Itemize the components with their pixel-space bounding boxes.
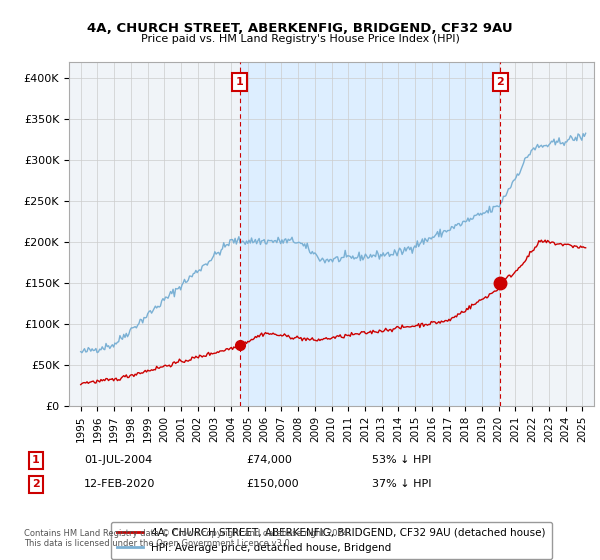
Text: 1: 1 (32, 455, 40, 465)
Text: 4A, CHURCH STREET, ABERKENFIG, BRIDGEND, CF32 9AU: 4A, CHURCH STREET, ABERKENFIG, BRIDGEND,… (87, 22, 513, 35)
Text: Price paid vs. HM Land Registry's House Price Index (HPI): Price paid vs. HM Land Registry's House … (140, 34, 460, 44)
Text: Contains HM Land Registry data © Crown copyright and database right 2024.: Contains HM Land Registry data © Crown c… (24, 529, 350, 538)
Text: £74,000: £74,000 (246, 455, 292, 465)
Text: 2: 2 (496, 77, 504, 87)
Text: 37% ↓ HPI: 37% ↓ HPI (372, 479, 431, 489)
Text: 53% ↓ HPI: 53% ↓ HPI (372, 455, 431, 465)
Text: 1: 1 (236, 77, 244, 87)
Legend: 4A, CHURCH STREET, ABERKENFIG, BRIDGEND, CF32 9AU (detached house), HPI: Average: 4A, CHURCH STREET, ABERKENFIG, BRIDGEND,… (111, 521, 552, 559)
Text: 12-FEB-2020: 12-FEB-2020 (84, 479, 155, 489)
Text: 01-JUL-2004: 01-JUL-2004 (84, 455, 152, 465)
Bar (239, 62, 500, 406)
Text: This data is licensed under the Open Government Licence v3.0.: This data is licensed under the Open Gov… (24, 539, 292, 548)
Text: 2: 2 (32, 479, 40, 489)
Text: £150,000: £150,000 (246, 479, 299, 489)
